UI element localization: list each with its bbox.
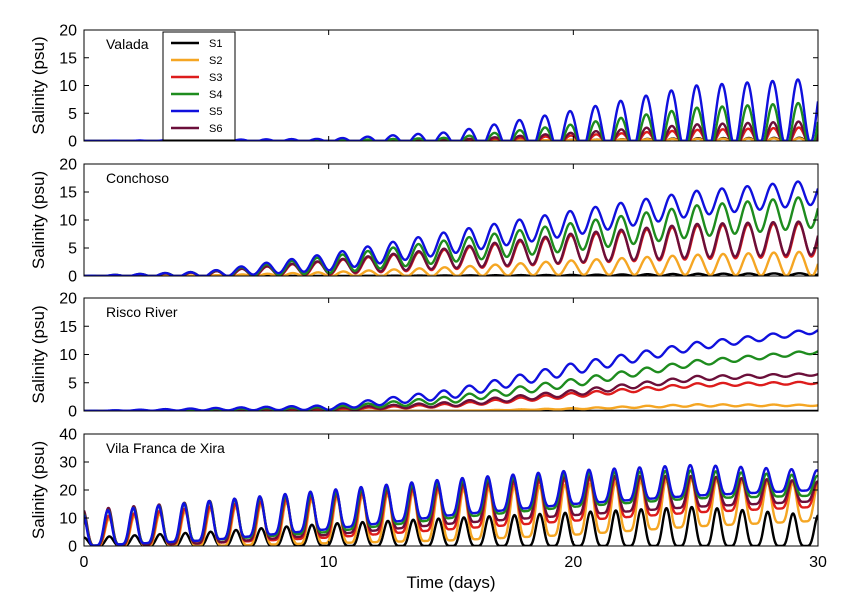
series-line-s3-panel-1 [84, 126, 818, 141]
panel-3-series [84, 329, 818, 411]
legend-label-s5: S5 [209, 106, 222, 118]
y-tick-label: 10 [59, 347, 77, 364]
series-line-s5-panel-2 [84, 180, 818, 276]
panel-label: Vila Franca de Xira [106, 440, 225, 456]
panel-3: 0 5 10 15 20 Risco River Salinity (psu) [29, 291, 819, 421]
x-tick-label: 10 [320, 554, 338, 571]
y-tick-label: 20 [59, 483, 77, 500]
y-tick-label: 20 [59, 23, 77, 40]
y-tick-label: 15 [59, 319, 77, 336]
y-tick-label: 5 [68, 106, 77, 123]
series-line-s5-panel-3 [84, 329, 818, 411]
x-tick-label: 0 [80, 554, 89, 571]
legend-label-s4: S4 [209, 89, 222, 101]
y-tick-label: 0 [68, 539, 77, 556]
series-line-s6-panel-2 [84, 220, 818, 276]
series-line-s5-panel-4 [84, 463, 818, 546]
panel-label: Valada [106, 36, 149, 52]
series-line-s4-panel-3 [84, 350, 818, 411]
y-axis-label: Salinity (psu) [29, 305, 48, 403]
x-tick-label: 20 [564, 554, 582, 571]
panel-2: 0 5 10 15 20 Conchoso Salinity (psu) [29, 157, 819, 286]
legend-label-s1: S1 [209, 38, 222, 50]
y-tick-label: 10 [59, 511, 77, 528]
legend-label-s2: S2 [209, 55, 222, 67]
panel-label: Risco River [106, 304, 178, 320]
panel-2-series [84, 180, 818, 276]
chart-panels: 0 5 10 15 20 Valada Salinity (psu) 0 5 10 15 20 Conc… [29, 23, 827, 572]
y-tick-label: 5 [68, 375, 77, 392]
y-axis-label: Salinity (psu) [29, 36, 48, 134]
panel-4-series [84, 463, 818, 546]
y-tick-label: 20 [59, 291, 77, 308]
y-tick-label: 30 [59, 455, 77, 472]
panel-label: Conchoso [106, 170, 169, 186]
y-tick-label: 40 [59, 427, 77, 444]
panel-1: 0 5 10 15 20 Valada Salinity (psu) [29, 23, 819, 151]
legend-label-s6: S6 [209, 123, 222, 135]
series-line-s3-panel-2 [84, 222, 818, 276]
y-tick-label: 10 [59, 213, 77, 230]
series-line-s4-panel-1 [84, 101, 818, 141]
x-tick-label: 30 [809, 554, 827, 571]
x-axis-label: Time (days) [406, 573, 495, 592]
y-tick-label: 20 [59, 157, 77, 174]
y-tick-label: 15 [59, 185, 77, 202]
series-line-s2-panel-2 [84, 250, 818, 276]
y-axis-label: Salinity (psu) [29, 171, 48, 269]
y-tick-label: 0 [68, 134, 77, 151]
series-line-s2-panel-3 [84, 403, 818, 411]
y-tick-label: 10 [59, 78, 77, 95]
y-tick-label: 0 [68, 404, 77, 421]
series-line-s3-panel-4 [84, 474, 818, 546]
y-tick-label: 0 [68, 269, 77, 286]
series-line-s2-panel-1 [84, 137, 818, 141]
y-tick-label: 15 [59, 50, 77, 67]
y-tick-label: 5 [68, 241, 77, 258]
series-line-s4-panel-2 [84, 196, 818, 276]
panel-4: 0 10 20 30 40 Vila Franca de Xira Salinity (ps… [29, 427, 819, 556]
legend-box [162, 31, 236, 141]
y-axis-label: Salinity (psu) [29, 441, 48, 539]
series-line-s1-panel-4 [84, 505, 818, 546]
legend-label-s3: S3 [209, 72, 222, 84]
legend: S1 S2 S3 S4 S5 S6 [162, 31, 236, 141]
series-line-s6-panel-1 [84, 120, 818, 141]
